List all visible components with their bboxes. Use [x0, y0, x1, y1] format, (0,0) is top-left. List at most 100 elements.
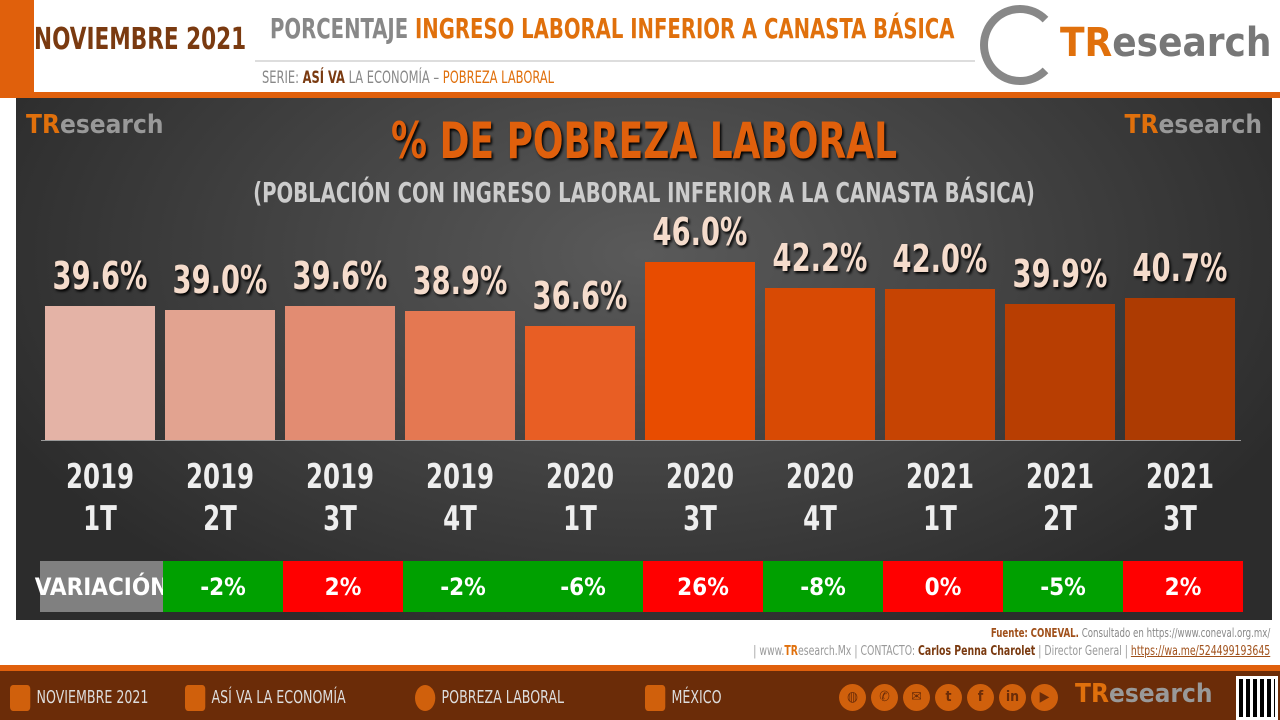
- x-axis-line: [41, 440, 1241, 441]
- source-note: Fuente: CONEVAL. Consultado en https://w…: [991, 626, 1270, 640]
- variation-cell: -2%: [403, 561, 523, 612]
- variation-cell: -5%: [1003, 561, 1123, 612]
- chat-chart-icon: [415, 685, 436, 711]
- x-tick-line: 3T: [323, 499, 357, 539]
- facebook-icon[interactable]: f: [967, 684, 994, 711]
- variation-cell: -6%: [523, 561, 643, 612]
- x-tick-label: 2019 2T: [172, 456, 268, 540]
- x-tick-line: 2T: [203, 499, 237, 539]
- serie-topic: POBREZA LABORAL: [442, 68, 555, 88]
- linkedin-icon[interactable]: in: [999, 684, 1026, 711]
- contact-person: Carlos Penna Charolet: [917, 644, 1036, 659]
- footer-label: ASÍ VA LA ECONOMÍA: [211, 687, 346, 708]
- x-tick-line: 2019: [185, 457, 255, 497]
- data-label: 39.0%: [172, 257, 268, 302]
- x-tick-line: 1T: [83, 499, 117, 539]
- page-title: PORCENTAJE INGRESO LABORAL INFERIOR A CA…: [270, 12, 954, 45]
- x-tick-label: 2019 3T: [292, 456, 388, 540]
- source-name: CONEVAL.: [1030, 626, 1079, 640]
- x-tick-line: 2020: [665, 457, 735, 497]
- logo-suffix: esearch: [1112, 20, 1272, 66]
- bar: [405, 310, 515, 440]
- bar: [1005, 303, 1115, 440]
- chart-subtitle: (POBLACIÓN CON INGRESO LABORAL INFERIOR …: [253, 176, 1035, 209]
- footer-item-series: ASÍ VA LA ECONOMÍA: [185, 685, 346, 711]
- report-icon: [185, 685, 206, 711]
- youtube-icon[interactable]: ▶: [1031, 684, 1058, 711]
- footer-item-topic: POBREZA LABORAL: [415, 685, 564, 711]
- header-underline: [34, 92, 1280, 98]
- data-label: 40.7%: [1132, 246, 1228, 291]
- bar: [885, 289, 995, 440]
- map-pin-icon: [645, 685, 666, 711]
- serie-rest: LA ECONOMÍA –: [348, 68, 440, 88]
- logo-suffix: esearch: [59, 110, 164, 140]
- logo-mark-icon: [980, 5, 1060, 85]
- variation-cell: -8%: [763, 561, 883, 612]
- data-label: 46.0%: [652, 209, 748, 254]
- x-tick-label: 2021 2T: [1012, 456, 1108, 540]
- x-tick-line: 4T: [803, 499, 837, 539]
- x-tick-line: 2021: [1145, 457, 1215, 497]
- phone-icon[interactable]: ✆: [871, 684, 898, 711]
- bar: [525, 326, 635, 440]
- bar: [285, 305, 395, 440]
- logo-tr: TR: [1075, 679, 1109, 709]
- x-tick-label: 2019 1T: [52, 456, 148, 540]
- bar: [165, 309, 275, 440]
- data-label: 39.6%: [292, 253, 388, 298]
- x-tick-line: 2021: [905, 457, 975, 497]
- x-tick-label: 2021 1T: [892, 456, 988, 540]
- x-tick-label: 2020 4T: [772, 456, 868, 540]
- x-tick-label: 2021 3T: [1132, 456, 1228, 540]
- x-tick-line: 2019: [65, 457, 135, 497]
- divider: [255, 60, 975, 62]
- x-tick-label: 2020 1T: [532, 456, 628, 540]
- site-tr: TR: [784, 644, 798, 659]
- data-label: 39.6%: [52, 253, 148, 298]
- site-post: esearch.Mx | CONTACTO:: [797, 644, 915, 659]
- variation-cell: 2%: [283, 561, 403, 612]
- contact-role: | Director General |: [1038, 644, 1128, 659]
- logo-tr: TR: [1124, 110, 1159, 140]
- report-month: NOVIEMBRE 2021: [34, 22, 247, 57]
- chart-title: % DE POBREZA LABORAL: [391, 112, 897, 170]
- variation-cell: -2%: [163, 561, 283, 612]
- data-label: 39.9%: [1012, 251, 1108, 296]
- globe-icon[interactable]: ◍: [839, 684, 866, 711]
- x-tick-line: 2020: [785, 457, 855, 497]
- logo-tr: TR: [26, 110, 60, 140]
- x-tick-label: 2020 3T: [652, 456, 748, 540]
- contact-line: | www.TResearch.Mx | CONTACTO: Carlos Pe…: [753, 644, 1270, 659]
- accent-bar: [0, 0, 34, 98]
- serie-bold: ASÍ VA: [302, 68, 345, 88]
- footer-label: POBREZA LABORAL: [441, 687, 565, 708]
- whatsapp-link[interactable]: https://wa.me/524499193645: [1130, 644, 1270, 659]
- bar: [645, 261, 755, 440]
- x-tick-line: 2021: [1025, 457, 1095, 497]
- series-line: SERIE: ASÍ VA LA ECONOMÍA – POBREZA LABO…: [262, 68, 554, 88]
- panel-logo-left: TResearch: [26, 110, 164, 140]
- data-label: 36.6%: [532, 274, 628, 319]
- calendar-icon: [10, 685, 31, 711]
- bar: [45, 305, 155, 440]
- variation-cell: 2%: [1123, 561, 1243, 612]
- bars-area: 39.6% 2019 1T 39.0% 2019 2T 39.6% 2019 3T 38.9% 20…: [16, 98, 1272, 620]
- source-rest: Consultado en https://www.coneval.org.mx…: [1081, 626, 1270, 640]
- title-gray: PORCENTAJE: [270, 12, 409, 45]
- x-tick-line: 3T: [683, 499, 717, 539]
- x-tick-line: 1T: [563, 499, 597, 539]
- variation-cell: 26%: [643, 561, 763, 612]
- logo-suffix: esearch: [1108, 679, 1213, 709]
- data-label: 38.9%: [412, 258, 508, 303]
- twitter-icon[interactable]: t: [935, 684, 962, 711]
- site-pre: | www.: [753, 644, 785, 659]
- qr-code: [1236, 676, 1278, 720]
- panel-logo-right: TResearch: [1125, 110, 1263, 140]
- x-tick-line: 3T: [1163, 499, 1197, 539]
- footer-item-date: NOVIEMBRE 2021: [10, 685, 148, 711]
- footer-logo: TResearch: [1075, 679, 1213, 709]
- mail-icon[interactable]: ✉: [903, 684, 930, 711]
- variation-header: VARIACIÓN: [35, 561, 168, 612]
- logo-tr: TR: [1060, 20, 1113, 66]
